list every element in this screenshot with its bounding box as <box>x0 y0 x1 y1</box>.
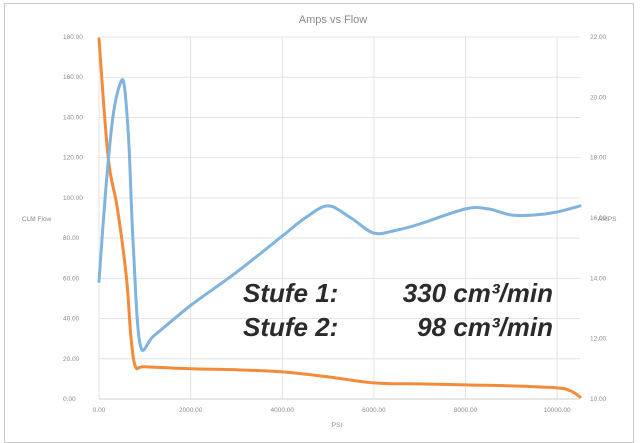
left-y-tick: 0.00 <box>63 396 76 403</box>
right-y-tick: 14.00 <box>590 275 607 282</box>
right-y-axis-label: AMPS <box>598 216 617 223</box>
x-tick: 10000.00 <box>544 407 571 414</box>
x-tick: 4000.00 <box>270 407 294 414</box>
left-y-tick: 180.00 <box>63 34 83 41</box>
grid-lines <box>98 36 580 400</box>
left-y-tick: 100.00 <box>63 195 83 202</box>
annotation-stufe-2-value: 98 cm³/min <box>417 312 553 342</box>
right-y-tick: 18.00 <box>590 155 607 162</box>
chart-title: Amps vs Flow <box>299 14 368 26</box>
left-y-tick-labels: 0.00 20.00 40.00 60.00 80.00 100.00 120.00 140.… <box>63 34 83 403</box>
left-y-tick: 120.00 <box>63 155 83 162</box>
left-y-axis-label: CLM Flow <box>22 216 52 223</box>
right-y-tick: 22.00 <box>590 34 607 41</box>
series-lines <box>97 37 582 399</box>
annotation-stufe-1-value: 330 cm³/min <box>403 278 553 308</box>
left-y-tick: 60.00 <box>63 275 80 282</box>
left-y-tick: 80.00 <box>63 235 80 242</box>
left-y-tick: 40.00 <box>63 316 80 323</box>
right-y-tick: 10.00 <box>590 396 607 403</box>
x-tick: 0.00 <box>93 407 106 414</box>
left-y-tick: 160.00 <box>63 74 83 81</box>
left-y-tick: 20.00 <box>63 356 80 363</box>
x-tick: 6000.00 <box>362 407 386 414</box>
right-y-tick: 16.00 <box>590 215 607 222</box>
left-y-tick: 140.00 <box>63 114 83 121</box>
right-y-tick-labels: 10.00 12.00 14.00 16.00 18.00 20.00 22.00 <box>590 34 607 403</box>
x-axis-label: PSI <box>332 422 343 429</box>
x-tick: 2000.00 <box>179 407 203 414</box>
annotation-stufe-1-label: Stufe 1: <box>243 278 338 308</box>
annotation-stufe-2-label: Stufe 2: <box>243 312 338 342</box>
right-y-tick: 20.00 <box>590 94 607 101</box>
flow-series-line <box>97 37 582 399</box>
amps-series-line <box>97 78 582 352</box>
x-tick-labels: 0.00 2000.00 4000.00 6000.00 8000.00 10000.00 <box>93 407 571 414</box>
right-y-tick: 12.00 <box>590 336 607 343</box>
x-tick: 8000.00 <box>454 407 478 414</box>
